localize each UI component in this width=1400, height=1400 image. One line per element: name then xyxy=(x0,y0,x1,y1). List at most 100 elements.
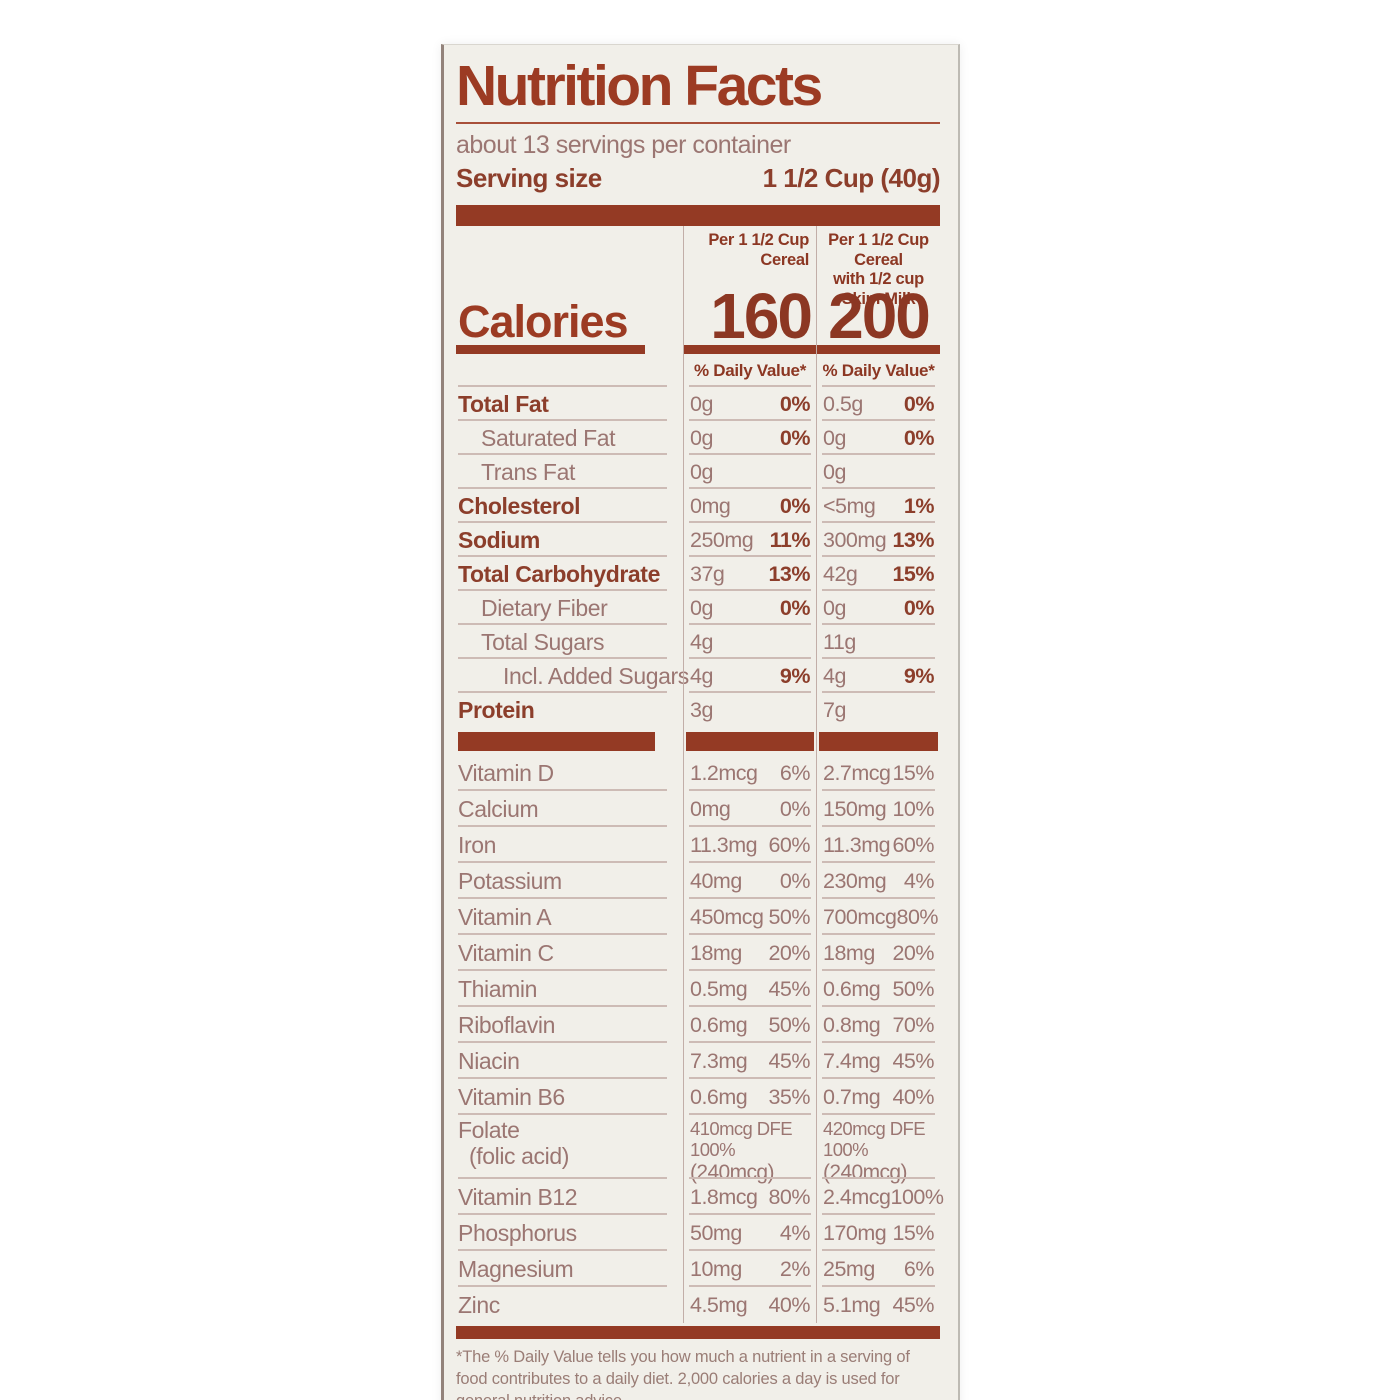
col1-value-cell: 3g xyxy=(683,693,816,728)
amount: 7g xyxy=(823,697,846,722)
col1-value-cell: 0.6mg 50% xyxy=(683,1007,816,1044)
daily-value-footnote: *The % Daily Value tells you how much a … xyxy=(456,1348,910,1400)
dv-header-col2: % Daily Value* xyxy=(816,354,940,388)
dv-percent: 70% xyxy=(892,1012,934,1037)
col1-header: Per 1 1/2 Cup Cereal xyxy=(683,226,816,279)
col1-value-cell: 37g 13% xyxy=(683,557,816,592)
amount: 0g xyxy=(823,425,846,450)
col2-value-cell: 420mcg DFE 100% (240mcg) xyxy=(816,1115,940,1184)
dv-percent: 1% xyxy=(903,493,935,518)
amount: 4.5mg xyxy=(690,1292,748,1317)
amount: 1.8mcg xyxy=(690,1184,758,1209)
col1-value-cell: 250mg 11% xyxy=(683,523,816,558)
col1-value-cell: 0mg 0% xyxy=(683,489,816,524)
nutrient-name-cell: Total Fat xyxy=(456,387,683,422)
nutrient-name: Iron xyxy=(458,831,497,858)
dv-header-col1: % Daily Value* xyxy=(683,354,816,388)
amount: <5mg xyxy=(823,493,876,518)
nutrient-name-cell: Riboflavin xyxy=(456,1007,683,1044)
calories-label-cell: Calories xyxy=(456,278,683,355)
dv-percent: 45% xyxy=(892,1292,934,1317)
nutrient-name: Incl. Added Sugars xyxy=(503,662,689,689)
bottom-divider-bar xyxy=(456,1326,940,1340)
nutrient-name: Dietary Fiber xyxy=(481,594,608,621)
nutrient-name: Total Sugars xyxy=(481,628,605,655)
amount: 50mg xyxy=(690,1220,742,1245)
amount: 42g xyxy=(823,561,858,586)
col1-value-cell: 4g xyxy=(683,625,816,660)
dv-percent: 100% xyxy=(890,1184,945,1209)
nutrient-name-cell: Magnesium xyxy=(456,1251,683,1288)
nutrient-name-cell: Folate (folic acid) xyxy=(456,1115,683,1180)
col1-value-cell: 10mg 2% xyxy=(683,1251,816,1288)
col1-value-cell: 18mg 20% xyxy=(683,935,816,972)
calories-col1-value: 160 xyxy=(710,279,813,352)
nutrition-facts-panel: Nutrition Facts about 13 servings per co… xyxy=(441,44,960,1400)
amount: 300mg xyxy=(823,527,887,552)
nutrition-table: Per 1 1/2 Cup Cereal Per 1 1/2 Cup Cerea… xyxy=(456,226,944,1324)
col1-header-line2: Cereal xyxy=(760,250,809,269)
amount: 0g xyxy=(690,459,713,484)
nutrient-name-cell: Zinc xyxy=(456,1287,683,1323)
nutrient-name-cell: Dietary Fiber xyxy=(456,591,683,626)
col2-value-cell: 5.1mg 45% xyxy=(816,1287,940,1324)
dv-percent: 0% xyxy=(779,391,811,416)
col2-header-line2: with 1/2 cup Skim Milk xyxy=(833,270,924,308)
amount: 1.2mcg xyxy=(690,760,758,785)
servings-per-container: about 13 servings per container xyxy=(456,131,791,160)
nutrient-name: Total Carbohydrate xyxy=(458,560,660,587)
amount: 0.6mg xyxy=(690,1084,748,1109)
nutrient-name-cell: Sodium xyxy=(456,523,683,558)
dv-percent: 9% xyxy=(779,663,811,688)
nutrient-name-cell: Niacin xyxy=(456,1043,683,1080)
nutrient-name: Niacin xyxy=(458,1047,520,1074)
col1-value-cell: 50mg 4% xyxy=(683,1215,816,1252)
amount: 0g xyxy=(823,459,846,484)
col2-value-cell: 150mg 10% xyxy=(816,791,940,828)
nutrient-name: Vitamin A xyxy=(458,903,552,930)
amount: 0.6mg xyxy=(690,1012,748,1037)
dv-percent: 60% xyxy=(768,832,810,857)
dv-percent: 20% xyxy=(892,940,934,965)
col2-value-cell: 42g 15% xyxy=(816,557,940,592)
col1-value-cell: 0g 0% xyxy=(683,387,816,422)
top-divider-bar xyxy=(456,205,940,227)
section-divider-bar xyxy=(686,731,814,751)
nutrient-name: Vitamin B12 xyxy=(458,1183,578,1210)
dv-percent: 0% xyxy=(903,595,935,620)
amount: 170mg xyxy=(823,1220,887,1245)
dv-percent: 45% xyxy=(892,1048,934,1073)
col1-value-cell: 1.2mcg 6% xyxy=(683,755,816,792)
nutrient-name: Total Fat xyxy=(458,390,549,417)
amount: 40mg xyxy=(690,868,742,893)
calories-col2-cell: 200 xyxy=(816,278,940,355)
col2-value-cell: 700mcg 80% xyxy=(816,899,940,936)
col2-value-cell: 2.4mcg 100% xyxy=(816,1179,944,1216)
col2-value-cell: 0g 0% xyxy=(816,591,940,626)
amount: 230mg xyxy=(823,868,887,893)
amount: 11g xyxy=(823,629,856,654)
dv-percent: 4% xyxy=(779,1220,811,1245)
dv-percent: 40% xyxy=(892,1084,934,1109)
amount: 5.1mg xyxy=(823,1292,881,1317)
dv-percent: 45% xyxy=(768,976,810,1001)
nutrient-name-cell: Vitamin B6 xyxy=(456,1079,683,1116)
nutrient-name-cell: Saturated Fat xyxy=(456,421,683,456)
dv-percent: 0% xyxy=(903,425,935,450)
nutrient-name: Protein xyxy=(458,696,535,723)
dv-percent: 13% xyxy=(768,561,810,586)
col1-value-cell: 0g 0% xyxy=(683,591,816,626)
col2-value-cell: 0.6mg 50% xyxy=(816,971,940,1008)
dv-percent: 6% xyxy=(903,1256,935,1281)
dv-percent: 10% xyxy=(892,796,934,821)
amount: 4g xyxy=(690,663,713,688)
nutrient-name-cell: Incl. Added Sugars xyxy=(456,659,689,694)
nutrient-name-cell: Thiamin xyxy=(456,971,683,1008)
dv-header-spacer xyxy=(456,354,683,388)
col2-value-cell: 0.5g 0% xyxy=(816,387,940,422)
nutrient-name: Sodium xyxy=(458,526,540,553)
col2-value-cell: 170mg 15% xyxy=(816,1215,940,1252)
col2-value-cell: 4g 9% xyxy=(816,659,940,694)
amount: 0g xyxy=(690,391,713,416)
col1-value-cell: 0.5mg 45% xyxy=(683,971,816,1008)
